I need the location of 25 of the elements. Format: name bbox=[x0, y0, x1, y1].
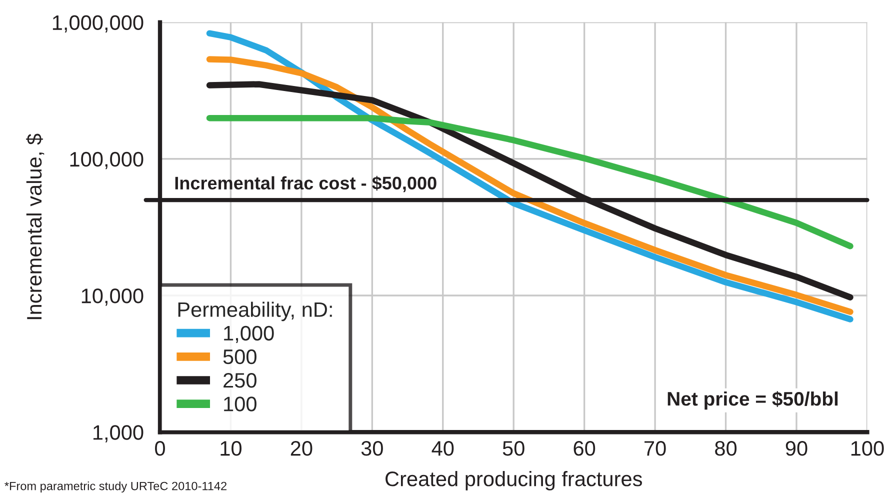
x-tick-label: 10 bbox=[220, 441, 242, 456]
y-tick-label: 10,000 bbox=[82, 288, 144, 306]
x-tick-label: 60 bbox=[574, 441, 596, 456]
x-axis-title: Created producing fractures bbox=[386, 471, 642, 490]
legend-title: Permeability, nD: bbox=[178, 302, 332, 322]
annotation: Net price = $50/bbl bbox=[668, 391, 838, 410]
ref-line-label: Incremental frac cost - $50,000 bbox=[175, 176, 436, 192]
text: *From parametric study URTeC 2010-1142 bbox=[4, 482, 226, 493]
legend-label: 1,000 bbox=[224, 326, 274, 344]
y-tick-label: 1,000 bbox=[93, 425, 144, 442]
y-axis-title: Incremental value, $ bbox=[26, 134, 44, 320]
legend-label: 100 bbox=[224, 396, 256, 412]
y-tick-label: 100,000 bbox=[70, 152, 144, 170]
y-tick-label: 1,000,000 bbox=[52, 15, 144, 32]
x-tick-label: 100 bbox=[851, 441, 884, 456]
x-tick-label: 30 bbox=[361, 441, 383, 456]
x-tick-label: 70 bbox=[644, 441, 666, 456]
x-tick-label: 0 bbox=[155, 441, 165, 456]
legend-label: 500 bbox=[223, 349, 256, 364]
legend-label: 250 bbox=[224, 373, 256, 388]
x-tick-label: 90 bbox=[786, 441, 808, 456]
x-tick-label: 50 bbox=[502, 441, 524, 456]
x-tick-label: 40 bbox=[432, 441, 454, 456]
x-tick-label: 20 bbox=[290, 441, 312, 456]
x-tick-label: 80 bbox=[715, 441, 737, 456]
